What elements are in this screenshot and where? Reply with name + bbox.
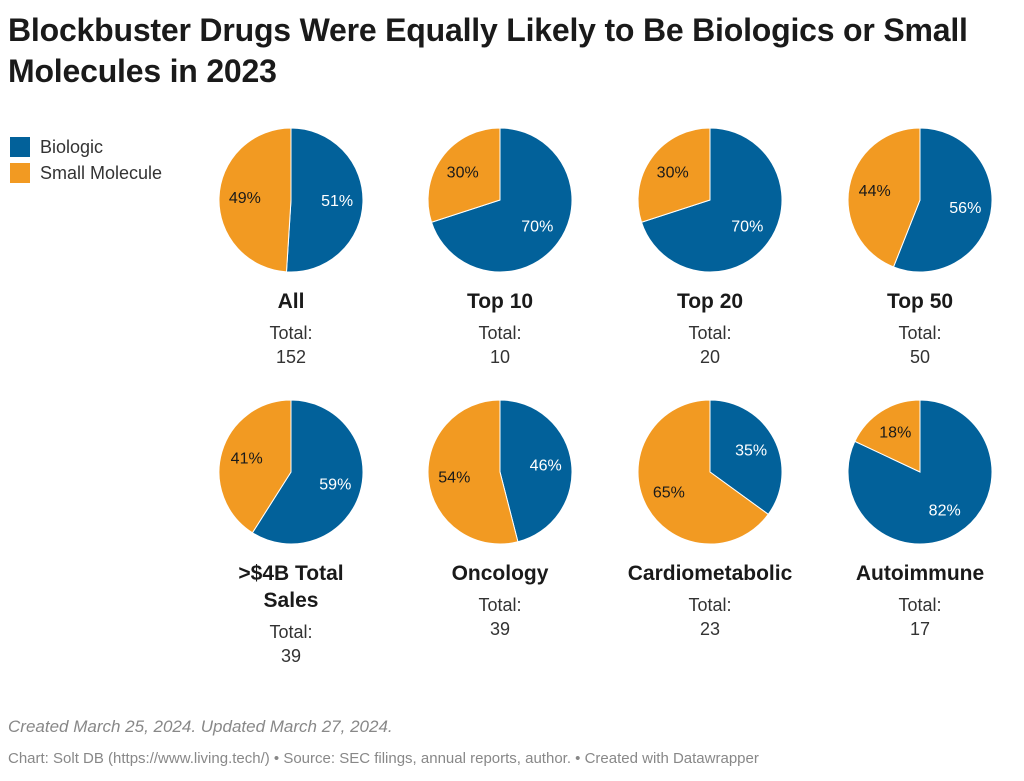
legend-item-small-molecule: Small Molecule [10, 160, 162, 186]
legend-item-biologic: Biologic [10, 134, 162, 160]
pie-chart-svg: 70% 30% [637, 127, 783, 273]
legend-swatch-small-molecule [10, 163, 30, 183]
pie-total-value: 152 [275, 347, 307, 367]
pie-chart-svg: 82% 18% [847, 399, 993, 545]
pie-chart-svg: 59% 41% [218, 399, 364, 545]
pie-all: 51% 49% All Total: 152 [191, 127, 391, 369]
pie-label-small-molecule: 30% [657, 164, 689, 181]
pie-label-small-molecule: 54% [438, 469, 470, 486]
footer-source: Chart: Solt DB (https://www.living.tech/… [8, 750, 759, 767]
pie-label-small-molecule: 30% [447, 164, 479, 181]
pie-label-biologic: 70% [731, 219, 763, 236]
pie-slice-biologic [430, 127, 573, 273]
legend: Biologic Small Molecule [10, 134, 162, 186]
pie-4b-total-sales: 59% 41% >$4B Total Sales Total: 39 [191, 399, 391, 668]
pie-slice-biologic [892, 127, 993, 273]
pie-title: All [277, 290, 305, 313]
pie-slice-biologic [499, 399, 573, 543]
pie-label-small-molecule: 65% [653, 484, 685, 501]
pie-label-biologic: 51% [321, 193, 353, 210]
pie-label-biologic: 56% [949, 200, 981, 217]
pie-total-value: 50 [909, 347, 931, 367]
pie-chart-svg: 70% 30% [427, 127, 573, 273]
pie-label-biologic: 70% [521, 219, 553, 236]
pie-chart-svg: 51% 49% [218, 127, 364, 273]
pie-slice-biologic [251, 399, 364, 545]
pie-title: Autoimmune [855, 562, 985, 585]
pie-total-label: Total: [269, 622, 313, 642]
pie-top-20: 70% 30% Top 20 Total: 20 [610, 127, 810, 369]
pie-total-label: Total: [688, 595, 732, 615]
pie-label-small-molecule: 18% [879, 425, 911, 442]
pie-top-10: 70% 30% Top 10 Total: 10 [400, 127, 600, 369]
pie-slice-small-molecule [218, 127, 292, 273]
pie-total-value: 23 [699, 619, 721, 639]
pie-total-value: 39 [489, 619, 511, 639]
pie-chart-svg: 46% 54% [427, 399, 573, 545]
pie-slice-small-molecule [854, 399, 921, 473]
pie-total-label: Total: [898, 595, 942, 615]
pie-title: Cardiometabolic [627, 562, 793, 585]
pie-chart-svg: 35% 65% [637, 399, 783, 545]
pie-total-value: 20 [699, 347, 721, 367]
pie-label-biologic: 82% [929, 502, 961, 519]
pie-title: Oncology [451, 562, 549, 585]
pie-label-small-molecule: 44% [859, 183, 891, 200]
pie-slice-small-molecule [427, 399, 519, 545]
pie-slice-small-molecule [637, 127, 711, 223]
pie-total-value: 39 [280, 646, 302, 666]
pie-title: Top 10 [466, 290, 534, 313]
pie-autoimmune: 82% 18% Autoimmune Total: 17 [820, 399, 1020, 641]
pie-label-biologic: 59% [319, 476, 351, 493]
pie-cardiometabolic: 35% 65% Cardiometabolic Total: 23 [610, 399, 810, 641]
pie-slice-small-molecule [637, 399, 769, 545]
pie-label-biologic: 35% [735, 443, 767, 460]
pie-total-label: Total: [269, 323, 313, 343]
pie-title: Top 20 [676, 290, 744, 313]
pie-label-small-molecule: 41% [231, 451, 263, 468]
pie-slice-biologic [285, 127, 364, 273]
pie-oncology: 46% 54% Oncology Total: 39 [400, 399, 600, 641]
pie-chart-svg: 56% 44% [847, 127, 993, 273]
footer-note: Created March 25, 2024. Updated March 27… [8, 717, 393, 736]
chart-title: Blockbuster Drugs Were Equally Likely to… [8, 12, 968, 89]
pie-total-label: Total: [478, 323, 522, 343]
pie-slice-small-molecule [427, 127, 501, 223]
legend-label-small-molecule: Small Molecule [40, 162, 163, 183]
pie-total-label: Total: [898, 323, 942, 343]
legend-swatch-biologic [10, 137, 30, 157]
pie-label-small-molecule: 49% [229, 190, 261, 207]
pie-total-value: 10 [489, 347, 511, 367]
pie-slice-small-molecule [847, 127, 921, 268]
pie-title: Top 50 [886, 290, 954, 313]
pie-top-50: 56% 44% Top 50 Total: 50 [820, 127, 1020, 369]
legend-label-biologic: Biologic [40, 136, 104, 157]
pie-slice-small-molecule [218, 399, 292, 534]
pie-total-label: Total: [688, 323, 732, 343]
pie-slice-biologic [709, 399, 783, 516]
pie-total-label: Total: [478, 595, 522, 615]
pie-total-value: 17 [909, 619, 931, 639]
pie-label-biologic: 46% [530, 458, 562, 475]
pie-title: >$4B Total Sales [238, 562, 344, 612]
pie-slice-biologic [640, 127, 783, 273]
